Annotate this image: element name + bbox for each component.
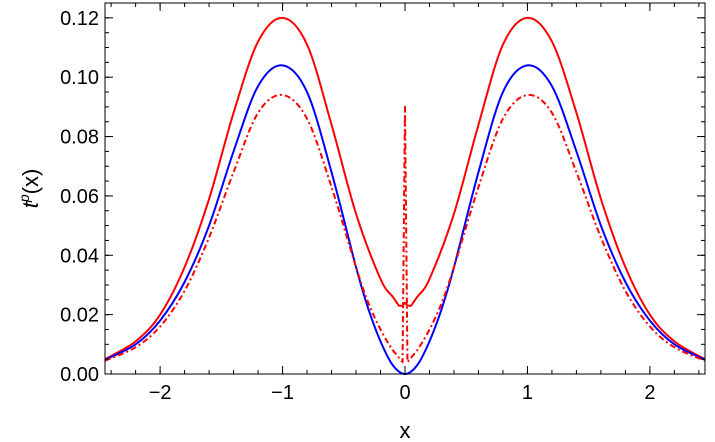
y-tick-label: 0.02	[60, 305, 99, 327]
y-tick-label: 0.06	[60, 186, 99, 208]
y-axis-label: tp(x)	[16, 169, 43, 209]
y-tick-label: 0.08	[60, 127, 99, 149]
ticks-group: −2 −1 0 1 2 0.00 0.02 0.04 0.06 0.08 0.10 0.12	[60, 2, 705, 404]
y-tick-label: 0.10	[60, 67, 99, 89]
y-axis-label-base: t	[18, 201, 43, 208]
x-tick-label: 1	[522, 382, 533, 404]
y-tick-label: 0.00	[60, 364, 99, 386]
x-tick-label: −2	[149, 382, 172, 404]
x-tick-label: 2	[644, 382, 655, 404]
y-tick-label: 0.04	[60, 245, 99, 267]
curves-group	[104, 16, 706, 375]
x-axis-label: x	[400, 418, 411, 442]
series-line-3	[104, 93, 706, 364]
x-tick-label: 0	[399, 382, 410, 404]
series-line-1	[104, 16, 706, 361]
y-axis-label-sup: p	[16, 194, 32, 203]
x-tick-label: −1	[271, 382, 294, 404]
y-axis-label-arg: (x)	[18, 169, 43, 195]
y-tick-label: 0.12	[60, 8, 99, 30]
